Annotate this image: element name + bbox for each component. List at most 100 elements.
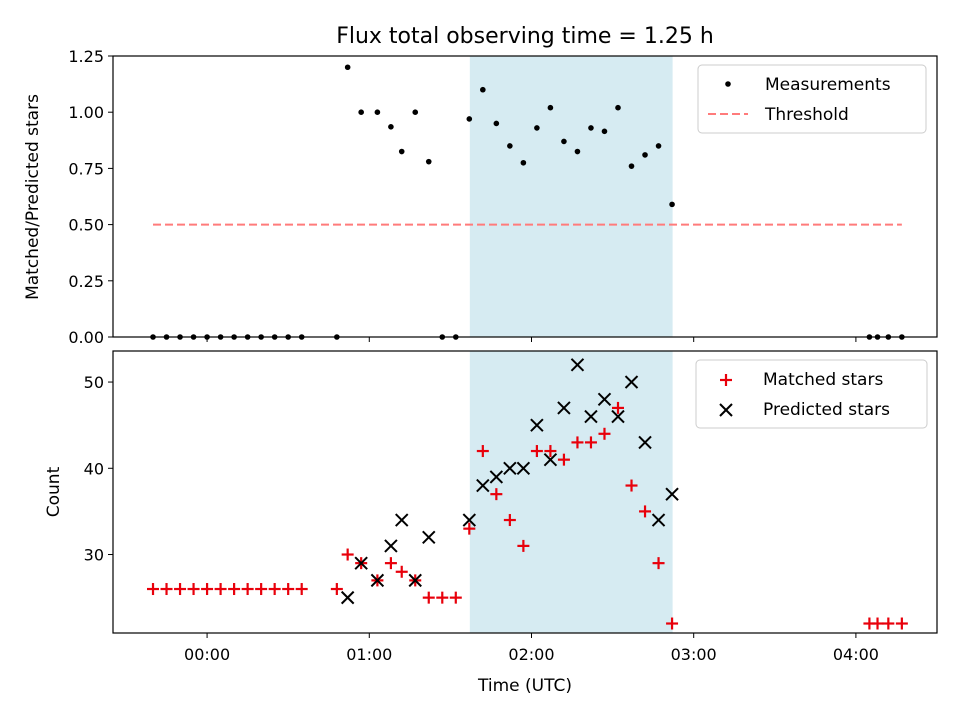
predicted-star-point-b [516, 461, 531, 475]
y-tick-label: 0.75 [68, 159, 104, 178]
predicted-star-point [384, 539, 398, 553]
ratio-legend-box [697, 64, 927, 134]
predicted-star-point [462, 513, 477, 527]
legend-matched-label: Matched stars [763, 370, 883, 390]
matched-star-point [187, 583, 200, 596]
predicted-star-point [489, 470, 504, 484]
y-tick-label: 0.00 [68, 328, 104, 347]
measurement-point [642, 152, 648, 158]
y-tick-label: 40 [84, 459, 104, 478]
measurement-point [588, 125, 594, 131]
matched-star-point [611, 401, 624, 414]
matched-star-point [503, 514, 516, 527]
y-tick-label: 1.25 [68, 47, 104, 66]
predicted-star-point [638, 435, 652, 450]
legend-predicted-marker [719, 403, 733, 417]
matched-star-point [639, 505, 652, 518]
matched-star-point [295, 583, 308, 596]
measurement-point [480, 86, 486, 93]
matched-star-point [160, 583, 173, 596]
legend-measurements-marker [725, 81, 731, 87]
predicted-star-point [503, 461, 517, 475]
measurement-point [520, 159, 527, 166]
predicted-star-point [354, 556, 368, 570]
matched-star-point [490, 488, 503, 501]
matched-star-point [463, 522, 476, 535]
matched-star-point [201, 583, 214, 596]
measurement-point [425, 158, 432, 165]
ratio-panel: 0.00 0.25 0.50 0.75 1.00 1.25 Matched/Predict… [23, 47, 938, 347]
matched-star-point [517, 539, 530, 552]
predicted-star-point-b [422, 530, 436, 544]
y-tick-label: 0.25 [68, 272, 104, 291]
measurement-point [547, 104, 554, 111]
matched-star-point [544, 445, 557, 458]
predicted-star-point [570, 358, 585, 372]
x-tick-label: 00:00 [184, 645, 230, 664]
legend-threshold-label: Threshold [764, 105, 849, 125]
predicted-star-point-b [370, 573, 385, 588]
count-panel-ticks: 00:00 01:00 02:00 03:00 04:00 30 40 50 [84, 373, 879, 664]
predicted-star-point [476, 478, 490, 493]
predicted-star-point-b [408, 573, 422, 588]
x-tick-label: 01:00 [346, 645, 392, 664]
measurement-point [601, 128, 608, 135]
matched-star-point [330, 583, 343, 596]
predicted-star-point-b [476, 478, 490, 493]
matched-star-point [268, 583, 281, 596]
measurement-point [374, 109, 381, 115]
y-tick-label: 1.00 [68, 103, 104, 122]
predicted-star-point-b [611, 409, 625, 424]
matched-star-point [422, 591, 435, 604]
predicted-star-point-b [584, 409, 598, 424]
matched-star-point [598, 427, 611, 440]
matched-star-point [476, 445, 489, 458]
predicted-star-point-b [384, 539, 398, 553]
predicted-star-point [543, 452, 558, 467]
y-tick-label: 0.50 [68, 216, 104, 235]
predicted-star-point [611, 409, 625, 424]
count-panel-marks [147, 358, 908, 630]
matched-star-point [282, 583, 295, 596]
matched-star-point [449, 591, 462, 604]
predicted-star-point-b [624, 375, 639, 389]
x-tick-label: 04:00 [833, 645, 879, 664]
predicted-star-point [597, 392, 612, 407]
matched-star-point [584, 436, 597, 449]
matched-star-point [666, 617, 679, 630]
matched-star-point [530, 445, 543, 458]
ratio-panel-frame [112, 55, 938, 338]
y-tick-label: 30 [84, 546, 104, 565]
measurement-point [655, 143, 662, 149]
predicted-star-point-b [638, 435, 652, 450]
matched-star-point [147, 583, 160, 596]
predicted-star-point-b [597, 392, 612, 407]
predicted-star-point [624, 375, 639, 389]
count-panel: 00:00 01:00 02:00 03:00 04:00 30 40 50 Count Ma… [44, 350, 938, 664]
matched-star-point [557, 453, 570, 466]
predicted-star-point-b [665, 487, 679, 501]
count-legend: Matched stars Predicted stars [695, 359, 928, 429]
matched-star-point [871, 617, 884, 630]
predicted-star-point-b [557, 401, 571, 415]
measurement-point [388, 124, 394, 130]
observing-span [469, 56, 673, 337]
ratio-panel-ylabel: Matched/Predicted stars [23, 94, 43, 300]
predicted-star-point-b [570, 358, 585, 372]
predicted-star-point [370, 573, 385, 588]
matched-star-point [228, 583, 241, 596]
predicted-star-point [557, 401, 571, 415]
predicted-star-point [395, 513, 409, 527]
x-tick-label: 03:00 [671, 645, 717, 664]
observing-span [469, 351, 673, 633]
matched-star-point [571, 436, 584, 449]
predicted-star-point [516, 461, 531, 475]
measurement-point [466, 116, 473, 122]
measurement-point [507, 143, 513, 149]
measurement-point [615, 104, 621, 111]
x-axis-label: Time (UTC) [477, 676, 572, 696]
measurement-point [574, 148, 581, 155]
measurement-point [534, 125, 540, 131]
predicted-star-point-b [503, 461, 517, 475]
measurement-point [493, 120, 500, 127]
